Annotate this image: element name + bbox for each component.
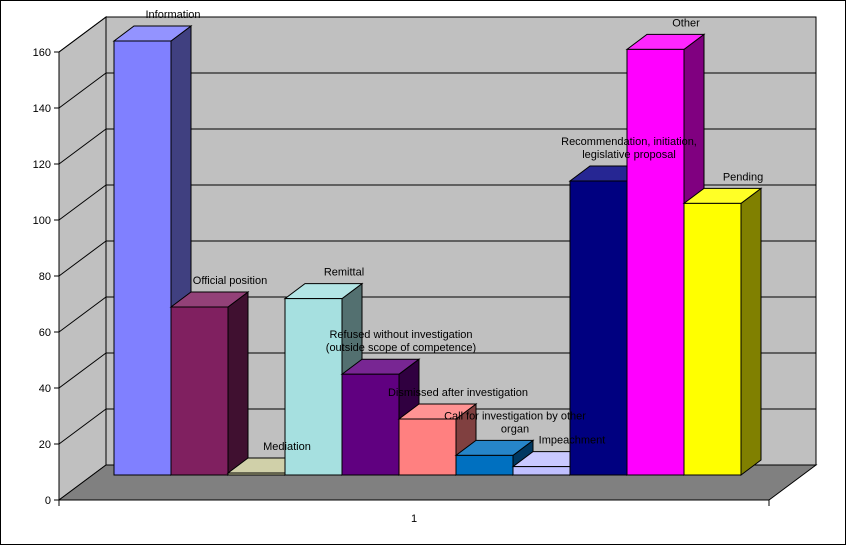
bar-data-label-line: organ	[501, 423, 529, 435]
bar	[626, 48, 685, 476]
bar-data-label: Mediation	[263, 441, 311, 453]
bar-data-label: Official position	[193, 275, 267, 287]
bar	[455, 454, 514, 476]
axes: 0 20 40 60 80 100 120 140 160 1	[33, 47, 770, 525]
bar	[398, 418, 457, 476]
y-tick-label: 20	[39, 439, 51, 451]
gridline-side	[58, 408, 107, 445]
bar	[683, 202, 742, 476]
bar-data-label: Call for investigation by other organ	[444, 410, 586, 435]
y-tick-label: 60	[39, 327, 51, 339]
bar-data-label-line: Call for investigation by other	[444, 410, 586, 422]
bar-side	[740, 187, 762, 476]
gridline-side	[58, 128, 107, 165]
bar	[170, 306, 229, 476]
bar-data-label-line: Mediation	[263, 441, 311, 453]
bar-data-label-line: Impeachment	[539, 435, 606, 447]
bar-data-label: Dismissed after investigation	[388, 387, 528, 399]
bar	[512, 466, 571, 476]
bar-data-label: Impeachment	[539, 435, 606, 447]
y-tick-label: 160	[33, 47, 51, 59]
bar-data-label: Remittal	[324, 267, 364, 279]
bar-data-label-line: Other	[672, 17, 700, 29]
y-tick-label: 40	[39, 383, 51, 395]
y-tick-label: 80	[39, 271, 51, 283]
bar-data-label: Refused without investigation (outside sc…	[326, 329, 476, 354]
bar-data-label: Other	[672, 17, 700, 29]
bars	[112, 25, 763, 476]
bar-side	[227, 291, 249, 476]
bar-data-label-line: Dismissed after investigation	[388, 387, 528, 399]
bar-data-label-line: Refused without investigation	[329, 329, 472, 341]
bar-data-label: Information	[145, 9, 200, 21]
bar-data-label-line: Remittal	[324, 267, 364, 279]
bar-data-label-line: Information	[145, 9, 200, 21]
gridline-side	[58, 352, 107, 389]
gridline-side	[58, 16, 107, 53]
bar	[341, 373, 400, 476]
y-tick-label: 120	[33, 159, 51, 171]
bar-data-label-line: Recommendation, initiation,	[561, 136, 697, 148]
bar-data-label-line: Official position	[193, 275, 267, 287]
gridline-side	[58, 184, 107, 221]
bar	[227, 472, 286, 476]
y-tick-label: 140	[33, 103, 51, 115]
bar-data-label-line: Pending	[723, 171, 763, 183]
y-tick-label: 0	[45, 495, 51, 507]
gridline-side	[58, 72, 107, 109]
bar-data-label: Recommendation, initiation, legislative p…	[561, 136, 697, 161]
bar-data-label-line: (outside scope of competence)	[326, 342, 476, 354]
bar	[569, 180, 628, 476]
gridline-side	[58, 240, 107, 277]
x-tick-label: 1	[411, 513, 417, 525]
bar-data-label: Pending	[723, 171, 763, 183]
y-tick-label: 100	[33, 215, 51, 227]
bar-data-label-line: legislative proposal	[582, 149, 676, 161]
gridline-side	[58, 296, 107, 333]
bar	[113, 40, 172, 476]
